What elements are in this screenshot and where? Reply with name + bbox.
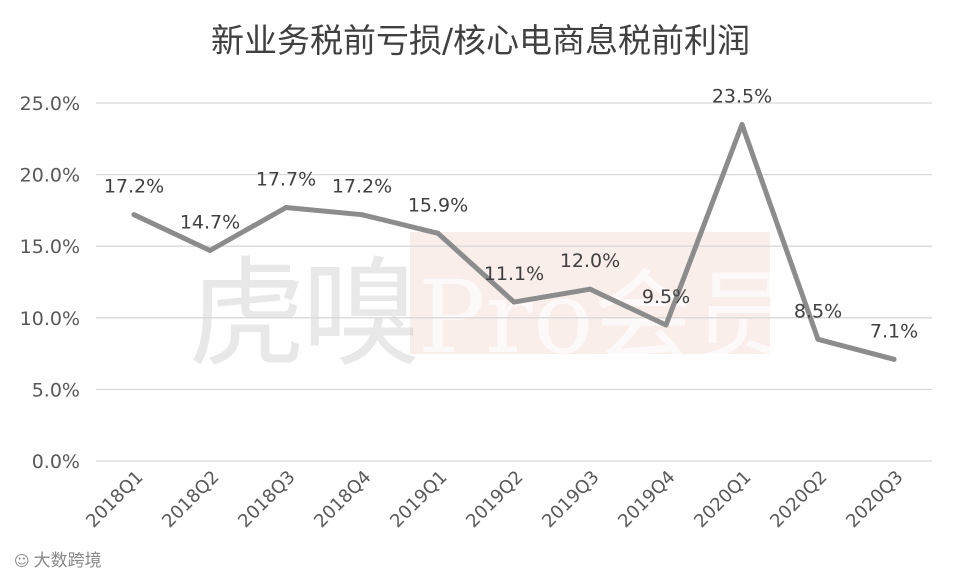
data-label: 7.1%: [870, 320, 918, 342]
data-label: 23.5%: [712, 85, 772, 107]
data-point: [283, 205, 289, 211]
x-tick-label: 2018Q2: [158, 467, 223, 532]
data-point: [131, 212, 137, 218]
watermark-pro-box: [410, 232, 770, 354]
data-point: [587, 286, 593, 292]
x-tick-label: 2018Q1: [82, 467, 147, 532]
footer-source: ☺ 大数跨境: [14, 546, 102, 571]
data-point: [739, 121, 745, 127]
x-tick-label: 2018Q4: [310, 467, 375, 532]
series-line: [131, 121, 897, 362]
data-label: 8.5%: [794, 300, 842, 322]
data-point: [815, 336, 821, 342]
data-point: [207, 247, 213, 253]
y-tick-label: 25.0%: [20, 93, 80, 115]
y-tick-label: 15.0%: [20, 236, 80, 258]
data-label: 17.2%: [332, 176, 392, 198]
x-tick-label: 2019Q3: [538, 467, 603, 532]
x-tick-label: 2020Q1: [690, 467, 755, 532]
data-label: 15.9%: [408, 194, 468, 216]
y-tick-label: 5.0%: [32, 379, 80, 401]
x-tick-label: 2019Q1: [386, 467, 451, 532]
data-label: 17.2%: [104, 176, 164, 198]
data-point: [435, 230, 441, 236]
data-label: 9.5%: [642, 286, 690, 308]
data-label: 14.7%: [180, 211, 240, 233]
y-tick-label: 20.0%: [20, 165, 80, 187]
y-tick-label: 10.0%: [20, 308, 80, 330]
data-label: 17.7%: [256, 169, 316, 191]
x-tick-label: 2019Q4: [614, 467, 679, 532]
chart-title: 新业务税前亏损/核心电商息税前利润: [210, 21, 751, 60]
data-label: 11.1%: [484, 263, 544, 285]
data-point: [663, 322, 669, 328]
footer-text: 大数跨境: [33, 551, 102, 571]
y-tick-label: 0.0%: [32, 451, 80, 473]
x-tick-label: 2019Q2: [462, 467, 527, 532]
watermark-huxiu: 虎嗅: [188, 245, 420, 383]
data-point: [891, 356, 897, 362]
x-tick-label: 2018Q3: [234, 467, 299, 532]
data-label: 12.0%: [560, 250, 620, 272]
wechat-icon: ☺: [14, 552, 30, 570]
x-tick-label: 2020Q3: [842, 467, 907, 532]
data-point: [359, 212, 365, 218]
data-point: [511, 299, 517, 305]
x-tick-label: 2020Q2: [766, 467, 831, 532]
